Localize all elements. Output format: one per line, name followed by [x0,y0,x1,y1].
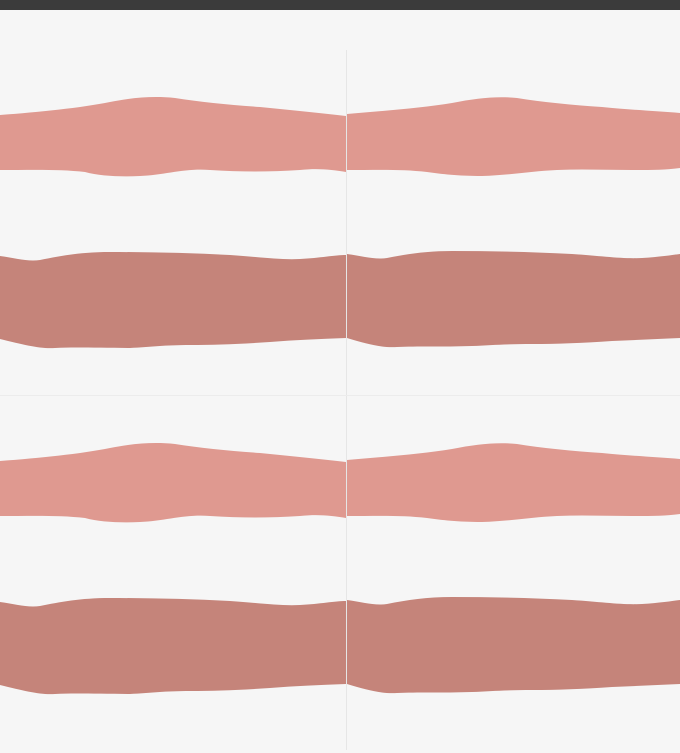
dark-wave-band [347,597,680,694]
dark-wave-band [0,598,346,695]
pattern-canvas [0,10,680,753]
tile-svg [347,97,680,348]
light-wave-band [0,443,346,523]
tile-svg [0,443,346,695]
pattern-tile-top-left [0,10,346,395]
dark-wave-band [347,251,680,348]
light-wave-band [347,97,680,176]
pattern-tile-bottom-left [0,396,346,753]
horizontal-tile-seam [0,395,680,396]
pattern-tile-bottom-right [347,396,680,753]
tile-svg [0,97,346,349]
pattern-tile-top-right [347,10,680,395]
vertical-tile-seam [346,50,347,750]
light-wave-band [347,443,680,522]
tile-svg [347,443,680,694]
dark-wave-band [0,252,346,349]
top-bar [0,0,680,10]
light-wave-band [0,97,346,177]
